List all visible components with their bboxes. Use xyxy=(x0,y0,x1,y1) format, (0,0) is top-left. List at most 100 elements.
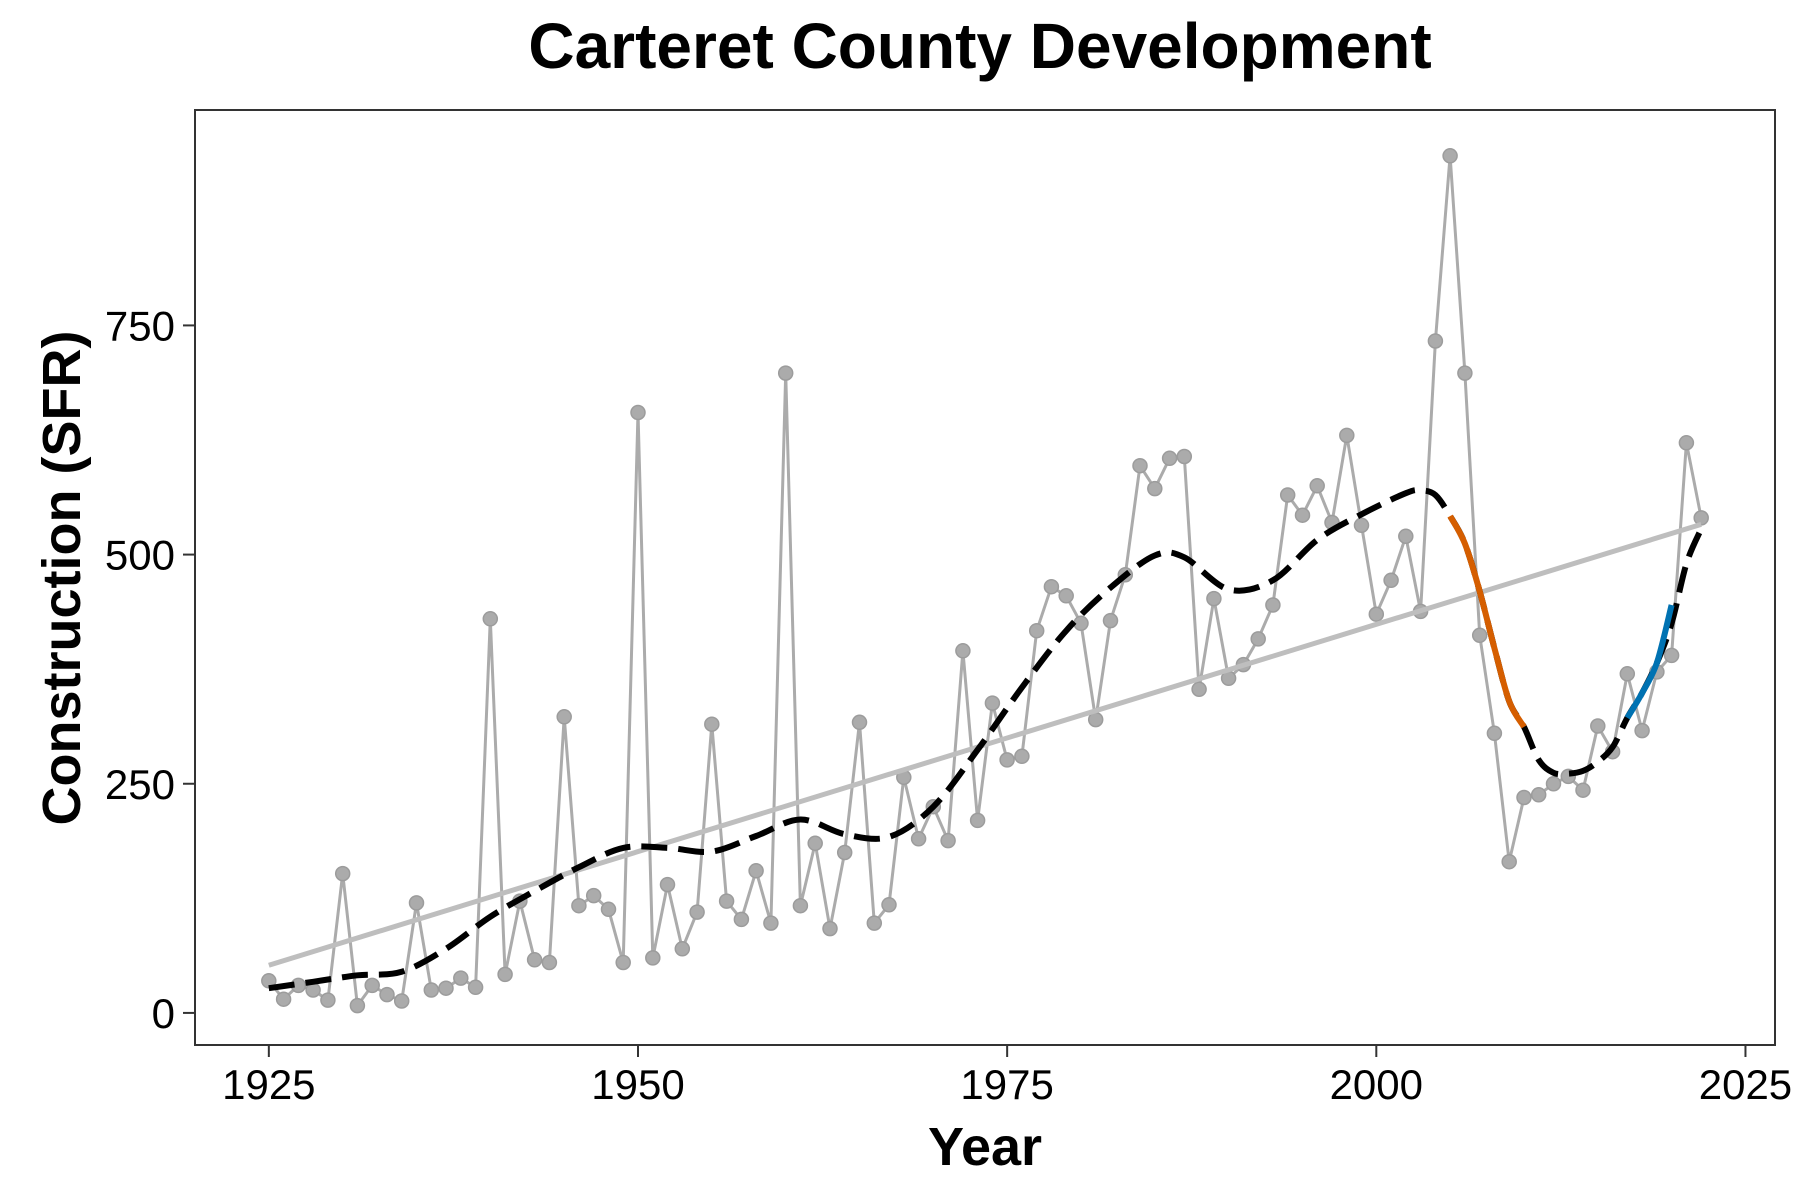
y-tick-label: 0 xyxy=(152,990,175,1037)
data-point xyxy=(438,980,454,996)
data-point xyxy=(1309,478,1325,494)
data-point xyxy=(910,831,927,847)
data-point xyxy=(763,915,779,931)
decline-segment xyxy=(1447,514,1527,729)
data-point xyxy=(379,986,395,1003)
plot-layer xyxy=(261,148,1709,1014)
data-point xyxy=(1442,148,1458,164)
data-point xyxy=(1501,853,1517,870)
data-point xyxy=(585,887,602,904)
data-point xyxy=(541,954,558,971)
data-point xyxy=(349,997,366,1014)
data-point xyxy=(659,876,676,893)
data-point xyxy=(1014,748,1030,765)
data-point xyxy=(482,611,499,627)
y-tick-label: 250 xyxy=(105,761,175,808)
data-point xyxy=(1250,631,1266,647)
data-point xyxy=(1191,681,1207,698)
data-point xyxy=(1530,787,1547,803)
data-point xyxy=(1575,782,1591,798)
y-axis-title: Construction (SFR) xyxy=(32,331,92,826)
data-point xyxy=(1516,789,1532,806)
data-point xyxy=(1545,776,1562,792)
data-point xyxy=(1383,572,1399,589)
data-point xyxy=(1663,647,1680,664)
data-point xyxy=(1043,578,1060,595)
data-point xyxy=(1058,588,1074,604)
data-point xyxy=(748,863,764,879)
data-point xyxy=(704,716,720,732)
data-point xyxy=(1427,333,1444,349)
data-point xyxy=(1693,510,1709,526)
data-point xyxy=(792,897,809,914)
data-point xyxy=(955,643,971,659)
data-point xyxy=(1619,666,1636,682)
data-point xyxy=(689,904,705,920)
data-point xyxy=(334,865,351,882)
data-point xyxy=(984,695,1001,711)
data-point xyxy=(1471,627,1488,644)
data-point xyxy=(999,752,1015,768)
data-point xyxy=(364,977,380,994)
data-point xyxy=(1294,507,1311,523)
data-point xyxy=(718,893,735,909)
data-point xyxy=(733,911,750,928)
data-point xyxy=(571,897,587,914)
data-point xyxy=(1368,606,1385,622)
data-point xyxy=(674,941,691,957)
data-point xyxy=(497,966,513,983)
data-point xyxy=(556,709,572,725)
data-point xyxy=(969,812,986,829)
data-point xyxy=(1265,597,1281,613)
data-point xyxy=(453,970,469,986)
data-point xyxy=(1073,615,1089,632)
x-axis: 1925 1950 1975 2000 2025 xyxy=(222,1045,1792,1108)
y-tick-label: 500 xyxy=(105,532,175,579)
data-point xyxy=(1353,517,1370,534)
x-tick-label: 1925 xyxy=(222,1061,315,1108)
data-point xyxy=(1590,718,1606,734)
data-point xyxy=(866,915,883,931)
data-point xyxy=(1634,722,1650,739)
data-point xyxy=(1147,480,1163,497)
data-point xyxy=(1028,622,1045,639)
data-point xyxy=(467,979,484,996)
data-point xyxy=(822,920,838,937)
data-point xyxy=(1102,612,1119,629)
data-point xyxy=(1176,448,1193,465)
data-point xyxy=(408,895,425,911)
x-tick-label: 2000 xyxy=(1330,1061,1423,1108)
data-point xyxy=(526,952,543,968)
x-axis-title: Year xyxy=(928,1117,1042,1177)
x-tick-label: 1950 xyxy=(591,1061,684,1108)
data-point xyxy=(393,993,410,1009)
plot-panel xyxy=(194,109,1776,1046)
data-point xyxy=(630,404,646,421)
data-point xyxy=(423,982,440,998)
x-tick-label: 1975 xyxy=(960,1061,1053,1108)
data-point xyxy=(600,901,617,918)
data-point xyxy=(1132,457,1148,474)
increase-segment xyxy=(1624,604,1675,720)
data-point xyxy=(851,714,868,731)
data-point xyxy=(836,844,853,861)
data-point xyxy=(1161,450,1178,467)
smooth-trend-line xyxy=(268,487,1704,992)
data-point xyxy=(1279,487,1296,503)
data-point xyxy=(1457,365,1473,381)
data-point xyxy=(615,954,631,971)
data-point xyxy=(645,950,661,966)
data-point xyxy=(807,835,823,852)
y-tick-label: 750 xyxy=(105,302,175,349)
data-point xyxy=(1486,725,1503,742)
data-point xyxy=(1678,435,1695,451)
data-point xyxy=(1339,427,1355,444)
data-point xyxy=(1206,590,1222,607)
data-point xyxy=(1398,528,1414,545)
series-observed-line xyxy=(267,154,1703,1008)
data-point xyxy=(940,832,956,849)
data-point xyxy=(881,897,897,913)
y-axis: 0 250 500 750 xyxy=(105,302,195,1037)
data-point xyxy=(777,365,794,381)
